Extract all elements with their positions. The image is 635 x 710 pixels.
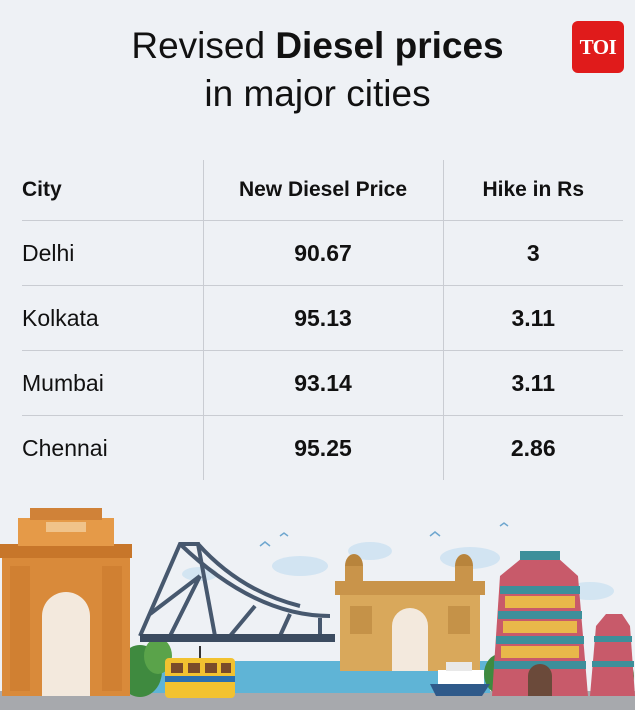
- header-new-diesel-price: New Diesel Price: [202, 160, 443, 221]
- diesel-price-table: City New Diesel Price Hike in Rs Delhi 9…: [22, 160, 623, 480]
- hike-cell: 3.11: [442, 285, 623, 351]
- hike-cell: 2.86: [442, 415, 623, 480]
- price-cell: 90.67: [202, 220, 443, 286]
- price-cell: 95.13: [202, 285, 443, 351]
- header-city: City: [22, 160, 203, 221]
- india-gate-icon: [0, 508, 132, 696]
- hike-cell: 3.11: [442, 350, 623, 416]
- price-cell: 93.14: [202, 350, 443, 416]
- city-cell: Chennai: [22, 434, 108, 461]
- ferry-boat-icon: [430, 662, 490, 696]
- header-hike: Hike in Rs: [442, 160, 623, 221]
- gateway-of-india-icon: [335, 554, 485, 671]
- city-landmarks-illustration: [0, 496, 635, 710]
- gopuram-temple-icon: [492, 551, 635, 696]
- table-header-row: City New Diesel Price Hike in Rs: [22, 160, 623, 221]
- tram-icon: [165, 646, 235, 698]
- title-line-1: Revised Diesel prices: [131, 25, 504, 66]
- table-row: Delhi 90.67 3: [22, 220, 623, 286]
- price-cell: 95.25: [202, 415, 443, 480]
- city-cell: Kolkata: [22, 285, 203, 351]
- city-cell: Delhi: [22, 220, 203, 286]
- table-row: Chennai 95.25 2.86: [22, 415, 623, 480]
- hike-cell: 3: [442, 220, 623, 286]
- table-row: Kolkata 95.13 3.11: [22, 285, 623, 351]
- table-row: Mumbai 93.14 3.11: [22, 350, 623, 416]
- title-line-2: in major cities: [204, 73, 431, 114]
- birds: [259, 522, 509, 547]
- toi-logo: TOI: [572, 21, 624, 73]
- page-title: Revised Diesel prices in major cities: [0, 22, 635, 118]
- city-cell: Mumbai: [22, 350, 203, 416]
